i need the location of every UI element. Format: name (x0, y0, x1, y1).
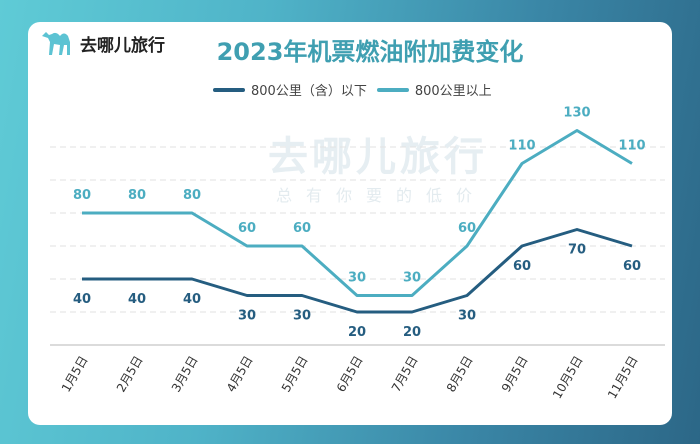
data-label: 40 (73, 292, 91, 307)
data-label: 80 (128, 188, 146, 203)
chart-card (28, 22, 672, 425)
x-tick-label: 5月5日 (279, 354, 311, 395)
data-label: 30 (238, 309, 256, 324)
legend-label-low: 800公里（含）以下 (251, 84, 367, 99)
x-tick-label: 10月5日 (550, 354, 586, 402)
x-tick-label: 1月5日 (59, 354, 91, 395)
data-label: 30 (403, 271, 421, 286)
x-tick-label: 3月5日 (169, 354, 201, 395)
brand-logo: 去哪儿旅行 (40, 30, 165, 56)
x-tick-label: 2月5日 (114, 354, 146, 395)
data-label: 70 (568, 243, 586, 258)
data-label: 110 (508, 139, 535, 154)
legend: 800公里（含）以下 800公里以上 (213, 80, 492, 99)
data-label: 110 (618, 139, 645, 154)
data-label: 30 (458, 309, 476, 324)
data-label: 60 (238, 221, 256, 236)
data-label: 130 (563, 106, 590, 121)
series-line-1 (82, 129, 633, 297)
data-label: 20 (348, 325, 366, 340)
x-tick-label: 9月5日 (499, 354, 531, 395)
legend-swatch-low (213, 87, 245, 92)
data-label: 80 (183, 188, 201, 203)
data-label: 30 (348, 271, 366, 286)
data-label: 80 (73, 188, 91, 203)
data-label: 60 (623, 259, 641, 274)
x-tick-label: 7月5日 (389, 354, 421, 395)
x-tick-label: 11月5日 (605, 354, 641, 402)
x-tick-label: 8月5日 (444, 354, 476, 395)
brand-name: 去哪儿旅行 (80, 35, 165, 56)
data-label: 60 (293, 221, 311, 236)
x-tick-label: 4月5日 (224, 354, 256, 395)
data-label: 20 (403, 325, 421, 340)
data-label: 60 (513, 259, 531, 274)
legend-swatch-high (376, 87, 409, 92)
series-line-0 (82, 228, 633, 314)
watermark: 去哪儿旅行 (268, 134, 488, 180)
chart-title: 2023年机票燃油附加费变化 (216, 38, 524, 66)
watermark-slogan: 总有你要的低价 (276, 186, 487, 205)
data-label: 40 (183, 292, 201, 307)
legend-label-high: 800公里以上 (414, 84, 492, 99)
x-tick-label: 6月5日 (334, 354, 366, 395)
data-label: 30 (293, 309, 311, 324)
data-label: 40 (128, 292, 146, 307)
data-label: 60 (458, 221, 476, 236)
camel-icon (42, 32, 70, 55)
